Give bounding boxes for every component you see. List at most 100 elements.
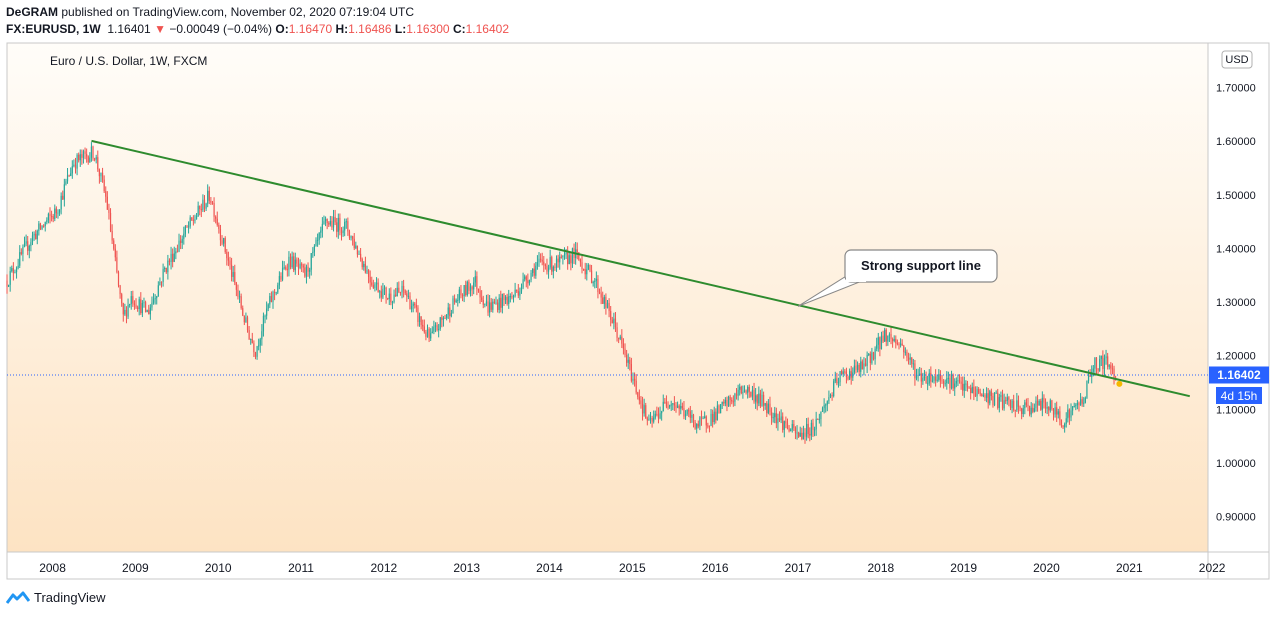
candle	[868, 352, 870, 357]
candle	[289, 253, 292, 270]
change-text: −0.00049 (−0.04%)	[169, 22, 273, 36]
candle	[192, 215, 194, 226]
candle	[304, 263, 306, 278]
candle	[47, 212, 50, 224]
candle	[94, 157, 96, 162]
candle	[347, 217, 349, 236]
candle	[36, 229, 38, 245]
candle	[39, 222, 42, 231]
candle	[135, 298, 137, 309]
candle	[834, 371, 836, 384]
candle	[790, 428, 792, 432]
candle	[211, 200, 214, 205]
year-tick-label: 2011	[288, 561, 314, 575]
time-axis[interactable]: 2008 2009 2010 2011 2012 2013 2014 2015 2016 2017…	[39, 561, 1226, 575]
candle	[653, 410, 655, 424]
candle	[532, 268, 534, 277]
candle	[927, 375, 929, 391]
candle	[1072, 406, 1074, 416]
candle	[152, 293, 155, 305]
candle	[783, 420, 785, 438]
candle	[215, 215, 217, 224]
candle	[888, 332, 891, 343]
candle	[788, 425, 790, 433]
currency-badge[interactable]	[1221, 50, 1253, 69]
publish-info: published on TradingView.com, November 0…	[58, 5, 415, 19]
candle	[160, 281, 163, 288]
candle	[906, 349, 908, 362]
candle	[985, 387, 988, 403]
candle	[747, 385, 749, 399]
candle	[635, 374, 637, 395]
candle	[1086, 380, 1088, 399]
candle	[38, 220, 40, 236]
candle	[44, 221, 46, 232]
candle	[175, 247, 177, 260]
candle	[1064, 422, 1066, 433]
candle	[315, 237, 317, 247]
candle	[245, 312, 247, 323]
candle	[66, 167, 69, 184]
candle	[165, 267, 167, 274]
candle	[554, 263, 556, 271]
candle	[19, 245, 21, 269]
candle	[1076, 400, 1078, 410]
candle	[1084, 396, 1086, 404]
candle	[812, 418, 814, 437]
trendline[interactable]	[91, 139, 1191, 398]
callout-box[interactable]	[844, 249, 998, 283]
candle	[506, 293, 508, 306]
candle	[520, 283, 523, 294]
candle	[25, 234, 27, 247]
candle	[310, 252, 312, 276]
candle	[597, 275, 599, 299]
candle	[782, 412, 784, 433]
candle	[162, 263, 164, 287]
candle	[712, 409, 714, 428]
candle	[990, 388, 992, 401]
candle	[1107, 352, 1109, 370]
candle	[382, 282, 384, 300]
candle	[219, 224, 222, 247]
candle	[266, 301, 268, 320]
candle	[350, 235, 352, 241]
candle	[372, 279, 374, 290]
candle	[774, 406, 776, 424]
plot-background	[7, 43, 1208, 552]
candle	[648, 414, 650, 421]
candle	[1054, 402, 1056, 418]
candle	[336, 217, 338, 238]
candle	[352, 235, 354, 246]
candle	[273, 289, 276, 301]
candle	[9, 266, 11, 292]
candle	[210, 197, 212, 206]
candle	[957, 374, 959, 387]
candle	[449, 303, 451, 323]
candle	[471, 285, 473, 296]
candle	[887, 335, 889, 346]
candle	[673, 396, 675, 411]
candle	[453, 294, 456, 305]
tradingview-footer[interactable]: TradingView	[6, 590, 106, 605]
candle	[221, 235, 223, 246]
candle	[1097, 368, 1099, 374]
candle	[78, 152, 80, 163]
candle	[393, 289, 395, 304]
candle	[992, 392, 994, 408]
candle	[148, 304, 150, 315]
candle	[731, 397, 733, 405]
candle	[602, 291, 604, 305]
candle	[965, 380, 967, 392]
candle	[200, 203, 202, 218]
candle	[907, 352, 910, 365]
candle	[514, 282, 516, 298]
candle	[726, 396, 728, 412]
candle	[446, 314, 448, 321]
author-name[interactable]: DeGRAM	[6, 5, 59, 19]
candle	[629, 356, 631, 371]
candle	[632, 372, 634, 385]
price-axis[interactable]: 1.70000 1.60000 1.50000 1.40000 1.30000 1.200…	[1216, 83, 1256, 524]
candle	[619, 334, 621, 341]
candle	[342, 226, 344, 237]
